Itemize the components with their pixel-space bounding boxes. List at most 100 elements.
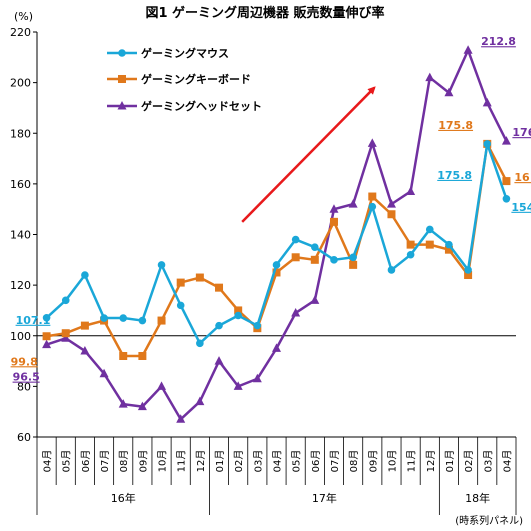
data-point bbox=[349, 260, 358, 269]
data-point bbox=[425, 240, 434, 249]
data-point bbox=[464, 271, 473, 279]
x-tick-label: 12月 bbox=[425, 450, 437, 473]
data-label: 176.9 bbox=[512, 126, 531, 139]
data-point bbox=[157, 316, 166, 325]
x-tick-label: 06月 bbox=[80, 450, 92, 473]
data-point bbox=[310, 255, 319, 264]
data-point bbox=[233, 381, 243, 390]
x-tick-label: 11月 bbox=[406, 450, 418, 473]
x-tick-label: 10月 bbox=[157, 450, 169, 473]
data-label: 96.5 bbox=[13, 371, 40, 384]
data-point bbox=[176, 301, 185, 310]
x-tick-label: 10月 bbox=[386, 450, 398, 473]
data-point bbox=[329, 204, 339, 213]
source-note: (時系列パネル) bbox=[455, 514, 523, 527]
data-point bbox=[310, 295, 320, 304]
data-point bbox=[99, 368, 109, 378]
series-layer bbox=[42, 45, 511, 423]
data-point bbox=[42, 332, 51, 341]
x-tick-label: 04月 bbox=[42, 450, 54, 473]
y-tick-label: 220 bbox=[10, 26, 31, 39]
data-label: 212.8 bbox=[481, 35, 516, 48]
data-point bbox=[138, 316, 147, 325]
data-point bbox=[195, 273, 204, 282]
year-group-label: 17年 bbox=[312, 491, 337, 505]
data-point bbox=[157, 381, 167, 390]
year-group-label: 18年 bbox=[465, 491, 490, 505]
data-point bbox=[61, 296, 70, 305]
data-point bbox=[445, 240, 453, 249]
data-point bbox=[42, 339, 52, 349]
data-point bbox=[138, 352, 147, 360]
data-point bbox=[444, 87, 454, 97]
data-point bbox=[291, 307, 301, 317]
x-tick-label: 05月 bbox=[291, 450, 303, 473]
x-tick-label: 03月 bbox=[482, 450, 494, 473]
data-point bbox=[61, 333, 71, 342]
year-group-label: 16年 bbox=[111, 491, 136, 505]
data-point bbox=[464, 266, 472, 274]
y-axis-unit-label: (%) bbox=[14, 10, 33, 23]
x-tick-label: 02月 bbox=[233, 450, 245, 473]
data-point bbox=[61, 329, 70, 338]
data-point bbox=[253, 321, 262, 330]
data-point bbox=[483, 140, 492, 148]
legend-marker bbox=[118, 75, 126, 83]
data-point bbox=[330, 256, 338, 264]
x-tick-label: 08月 bbox=[348, 450, 360, 473]
data-point bbox=[311, 243, 319, 251]
data-point bbox=[196, 339, 204, 348]
data-point bbox=[502, 195, 511, 203]
data-point bbox=[272, 261, 281, 269]
data-label: 175.8 bbox=[438, 119, 473, 132]
data-point bbox=[444, 245, 453, 254]
x-tick-label: 01月 bbox=[214, 450, 226, 473]
data-point bbox=[348, 199, 358, 208]
data-point bbox=[406, 186, 416, 195]
data-point bbox=[100, 314, 108, 322]
data-label: 154.1 bbox=[511, 201, 531, 214]
x-tick-label: 02月 bbox=[463, 450, 475, 473]
data-point bbox=[463, 45, 473, 54]
data-point bbox=[176, 278, 185, 287]
data-point bbox=[387, 266, 396, 274]
data-point bbox=[329, 217, 338, 226]
y-tick-label: 80 bbox=[17, 380, 31, 393]
x-tick-label: 07月 bbox=[99, 450, 111, 473]
data-label: 175.8 bbox=[437, 169, 472, 182]
y-tick-label: 140 bbox=[10, 229, 31, 242]
chart-title: 図1 ゲーミング周辺機器 販売数量伸び率 bbox=[145, 5, 384, 21]
data-point bbox=[195, 396, 205, 406]
data-label: 99.8 bbox=[11, 355, 38, 368]
y-tick-label: 120 bbox=[10, 279, 31, 292]
x-tick-label: 09月 bbox=[137, 450, 149, 473]
data-point bbox=[119, 352, 128, 360]
data-point bbox=[368, 192, 377, 201]
data-point bbox=[119, 314, 128, 322]
data-point bbox=[368, 202, 377, 211]
trend-arrow-line bbox=[241, 86, 376, 223]
data-point bbox=[252, 373, 262, 383]
data-point bbox=[406, 240, 415, 249]
data-point bbox=[118, 399, 128, 408]
data-point bbox=[81, 271, 89, 279]
legend-label: ゲーミングマウス bbox=[141, 46, 229, 60]
data-point bbox=[406, 250, 415, 259]
x-tick-label: 11月 bbox=[176, 450, 188, 473]
x-tick-label: 08月 bbox=[118, 450, 130, 473]
data-point bbox=[482, 97, 492, 107]
y-tick-label: 200 bbox=[10, 77, 31, 90]
x-tick-label: 07月 bbox=[329, 450, 341, 473]
data-point bbox=[386, 199, 396, 208]
data-point bbox=[367, 138, 377, 147]
axes: 60 80 100 120 140 160 180 200 220 04月 05月 06月 07月 08月… bbox=[10, 26, 517, 515]
y-tick-label: 100 bbox=[10, 330, 31, 343]
data-point bbox=[234, 311, 242, 320]
x-tick-label: 03月 bbox=[252, 450, 264, 473]
x-tick-label: 01月 bbox=[444, 450, 456, 473]
data-point bbox=[291, 235, 300, 244]
data-point bbox=[215, 283, 224, 292]
data-point bbox=[387, 210, 396, 219]
data-point bbox=[42, 313, 51, 322]
x-tick-label: 06月 bbox=[310, 450, 322, 473]
